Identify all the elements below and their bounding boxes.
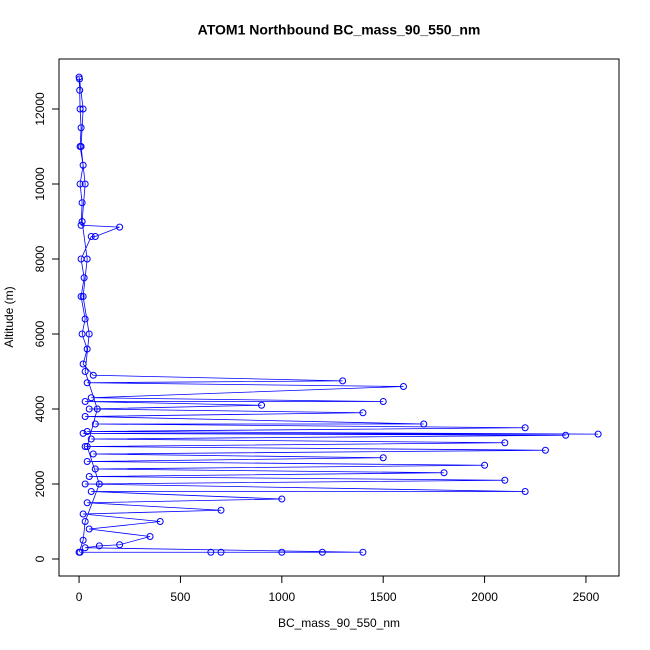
chart-title: ATOM1 Northbound BC_mass_90_550_nm	[198, 22, 481, 38]
data-point	[85, 525, 93, 533]
data-point	[258, 401, 266, 409]
data-point	[440, 469, 448, 477]
data-point	[81, 315, 89, 323]
data-point	[91, 420, 99, 428]
y-tick-label: 6000	[33, 320, 47, 347]
data-point	[83, 345, 91, 353]
data-point	[87, 488, 95, 496]
data-point	[562, 431, 570, 439]
data-point	[217, 506, 225, 514]
y-tick-label: 8000	[33, 245, 47, 272]
x-tick-label: 0	[76, 590, 83, 604]
data-point	[81, 398, 89, 406]
data-point	[83, 428, 91, 436]
data-point	[79, 510, 87, 518]
data-point	[146, 533, 154, 541]
data-point	[83, 255, 91, 263]
data-point	[81, 544, 89, 552]
data-point	[83, 443, 91, 451]
data-point	[359, 548, 367, 556]
data-point	[75, 75, 83, 83]
data-point	[521, 424, 529, 432]
data-point	[83, 379, 91, 387]
data-point	[81, 180, 89, 188]
data-point	[521, 488, 529, 496]
data-point	[95, 480, 103, 488]
data-point	[278, 495, 286, 503]
data-point	[76, 86, 84, 94]
data-point	[79, 105, 87, 113]
data-point	[81, 443, 89, 451]
data-point	[93, 405, 101, 413]
data-point	[79, 429, 87, 437]
y-axis-label: Altitude (m)	[2, 286, 16, 347]
y-tick-label: 4000	[33, 395, 47, 422]
data-point	[156, 518, 164, 526]
data-point	[76, 180, 84, 188]
data-point	[78, 199, 86, 207]
data-point	[481, 461, 489, 469]
data-point	[85, 330, 93, 338]
data-point	[95, 542, 103, 550]
x-tick-label: 2000	[471, 590, 498, 604]
data-point	[207, 548, 215, 556]
data-point	[77, 124, 85, 132]
data-point	[339, 377, 347, 385]
data-point	[85, 405, 93, 413]
data-point	[501, 439, 509, 447]
data-point	[318, 548, 326, 556]
data-point	[116, 223, 124, 231]
data-point	[85, 473, 93, 481]
x-tick-label: 1000	[268, 590, 295, 604]
data-point	[75, 548, 83, 556]
data-point	[77, 292, 85, 300]
data-point	[78, 330, 86, 338]
data-point	[81, 480, 89, 488]
data-point	[379, 454, 387, 462]
data-point	[87, 435, 95, 443]
data-point	[81, 413, 89, 421]
y-tick-label: 10000	[33, 167, 47, 201]
data-point	[91, 465, 99, 473]
data-point	[541, 446, 549, 454]
data-point	[76, 105, 84, 113]
data-point	[278, 548, 286, 556]
data-point	[89, 450, 97, 458]
y-tick-label: 2000	[33, 470, 47, 497]
data-point	[79, 161, 87, 169]
data-point	[359, 409, 367, 417]
data-point	[501, 476, 509, 484]
data-point	[78, 217, 86, 225]
data-point	[379, 398, 387, 406]
data-point	[83, 499, 91, 507]
x-axis-label: BC_mass_90_550_nm	[278, 616, 400, 630]
data-point	[79, 536, 87, 544]
y-tick-label: 0	[33, 555, 47, 562]
data-point	[91, 232, 99, 240]
x-tick-label: 1500	[370, 590, 397, 604]
plot-frame	[58, 58, 620, 577]
data-point	[81, 368, 89, 376]
data-point	[79, 360, 87, 368]
data-point	[81, 518, 89, 526]
data-point	[420, 420, 428, 428]
data-point	[594, 430, 602, 438]
x-tick-label: 2500	[573, 590, 600, 604]
data-point	[116, 541, 124, 549]
x-tick-label: 500	[170, 590, 190, 604]
y-tick-label: 12000	[33, 92, 47, 126]
data-point	[87, 232, 95, 240]
data-point	[77, 142, 85, 150]
data-point	[80, 274, 88, 282]
data-point	[89, 371, 97, 379]
data-point	[399, 383, 407, 391]
data-point	[217, 548, 225, 556]
data-point	[77, 221, 85, 229]
data-line	[78, 77, 599, 553]
data-point	[83, 458, 91, 466]
data-point	[87, 394, 95, 402]
data-point	[79, 292, 87, 300]
